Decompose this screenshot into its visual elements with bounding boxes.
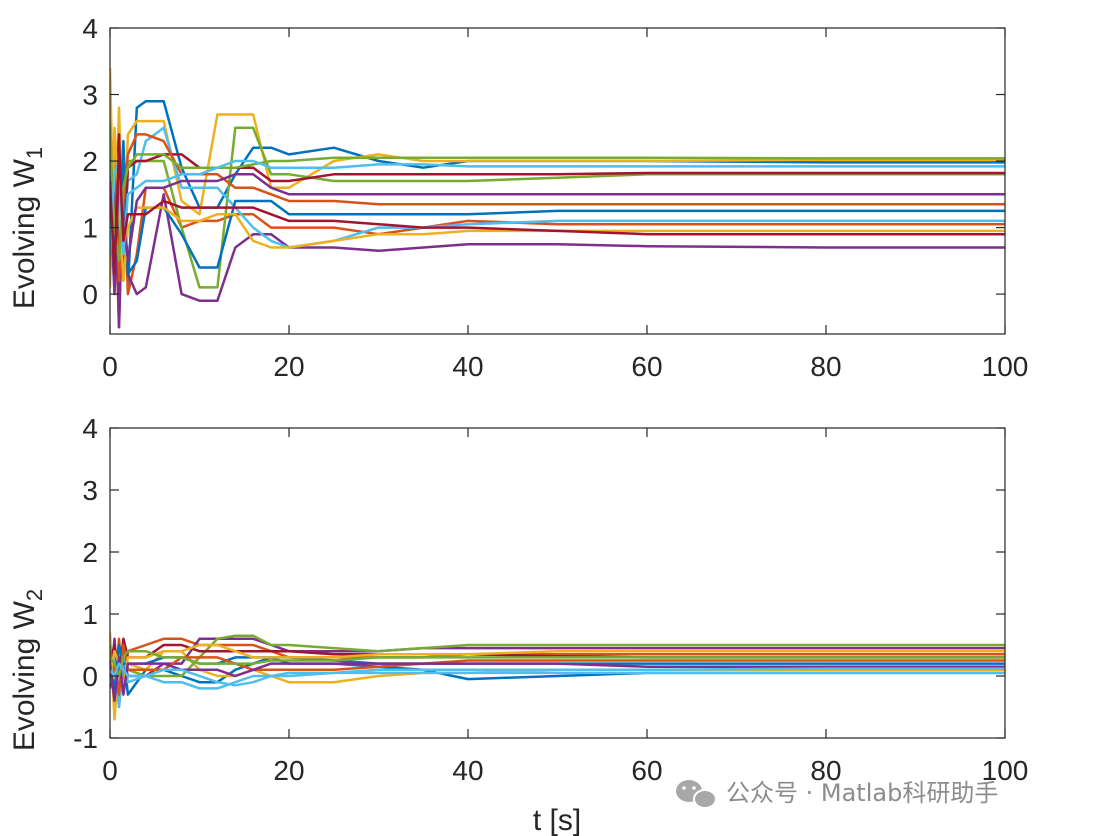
series-line-12 xyxy=(110,649,1005,678)
y-tick-label: 0 xyxy=(82,661,98,692)
y-tick-label: 3 xyxy=(82,80,98,111)
y-tick-label: 1 xyxy=(82,213,98,244)
y-tick-label: 2 xyxy=(82,146,98,177)
x-axis-label-bottom: t [s] xyxy=(533,804,581,836)
series-line-11 xyxy=(110,656,1005,703)
x-tick-label: 0 xyxy=(102,351,118,382)
x-tick-label: 20 xyxy=(273,351,304,382)
series-group xyxy=(110,67,1005,329)
series-line-11 xyxy=(110,166,1005,296)
y-tick-label: 2 xyxy=(82,537,98,568)
plot-area xyxy=(110,28,1005,334)
y-tick-label: 1 xyxy=(82,599,98,630)
axes-top: 0 20 40 60 80 100 0 1 2 3 4 xyxy=(82,13,1028,382)
series-line-14 xyxy=(110,146,1005,276)
series-group xyxy=(110,632,1005,721)
wechat-icon xyxy=(676,780,717,809)
plot-area xyxy=(110,428,1005,738)
x-tick-label: 20 xyxy=(273,755,304,786)
x-tick-label: 80 xyxy=(810,351,841,382)
y-axis-label-top: Evolving W1 xyxy=(8,147,47,309)
watermark: 公众号 · Matlab科研助手 xyxy=(676,779,998,809)
series-line-13 xyxy=(110,662,1005,687)
x-tick-label: 80 xyxy=(810,755,841,786)
axes-box xyxy=(109,427,1006,739)
watermark-text: 公众号 · Matlab科研助手 xyxy=(726,779,998,807)
x-tick-label: 60 xyxy=(631,351,662,382)
series-line-7 xyxy=(110,637,1005,678)
x-tick-label: 40 xyxy=(452,351,483,382)
y-tick-label: 3 xyxy=(82,475,98,506)
x-tick-label: 100 xyxy=(982,755,1029,786)
x-tick-label: 60 xyxy=(631,755,662,786)
y-tick-label: -1 xyxy=(73,723,98,754)
y-tick-label: 0 xyxy=(82,279,98,310)
y-axis-label-bottom: Evolving W2 xyxy=(8,589,47,751)
axes-box xyxy=(109,27,1006,335)
x-tick-label: 40 xyxy=(452,755,483,786)
series-line-12 xyxy=(110,134,1005,263)
x-tick-label: 100 xyxy=(982,351,1029,382)
series-line-13 xyxy=(110,159,1005,256)
y-tick-label: 4 xyxy=(82,413,98,444)
y-tick-label: 4 xyxy=(82,13,98,44)
series-line-9 xyxy=(110,643,1005,696)
x-tick-label: 0 xyxy=(102,755,118,786)
